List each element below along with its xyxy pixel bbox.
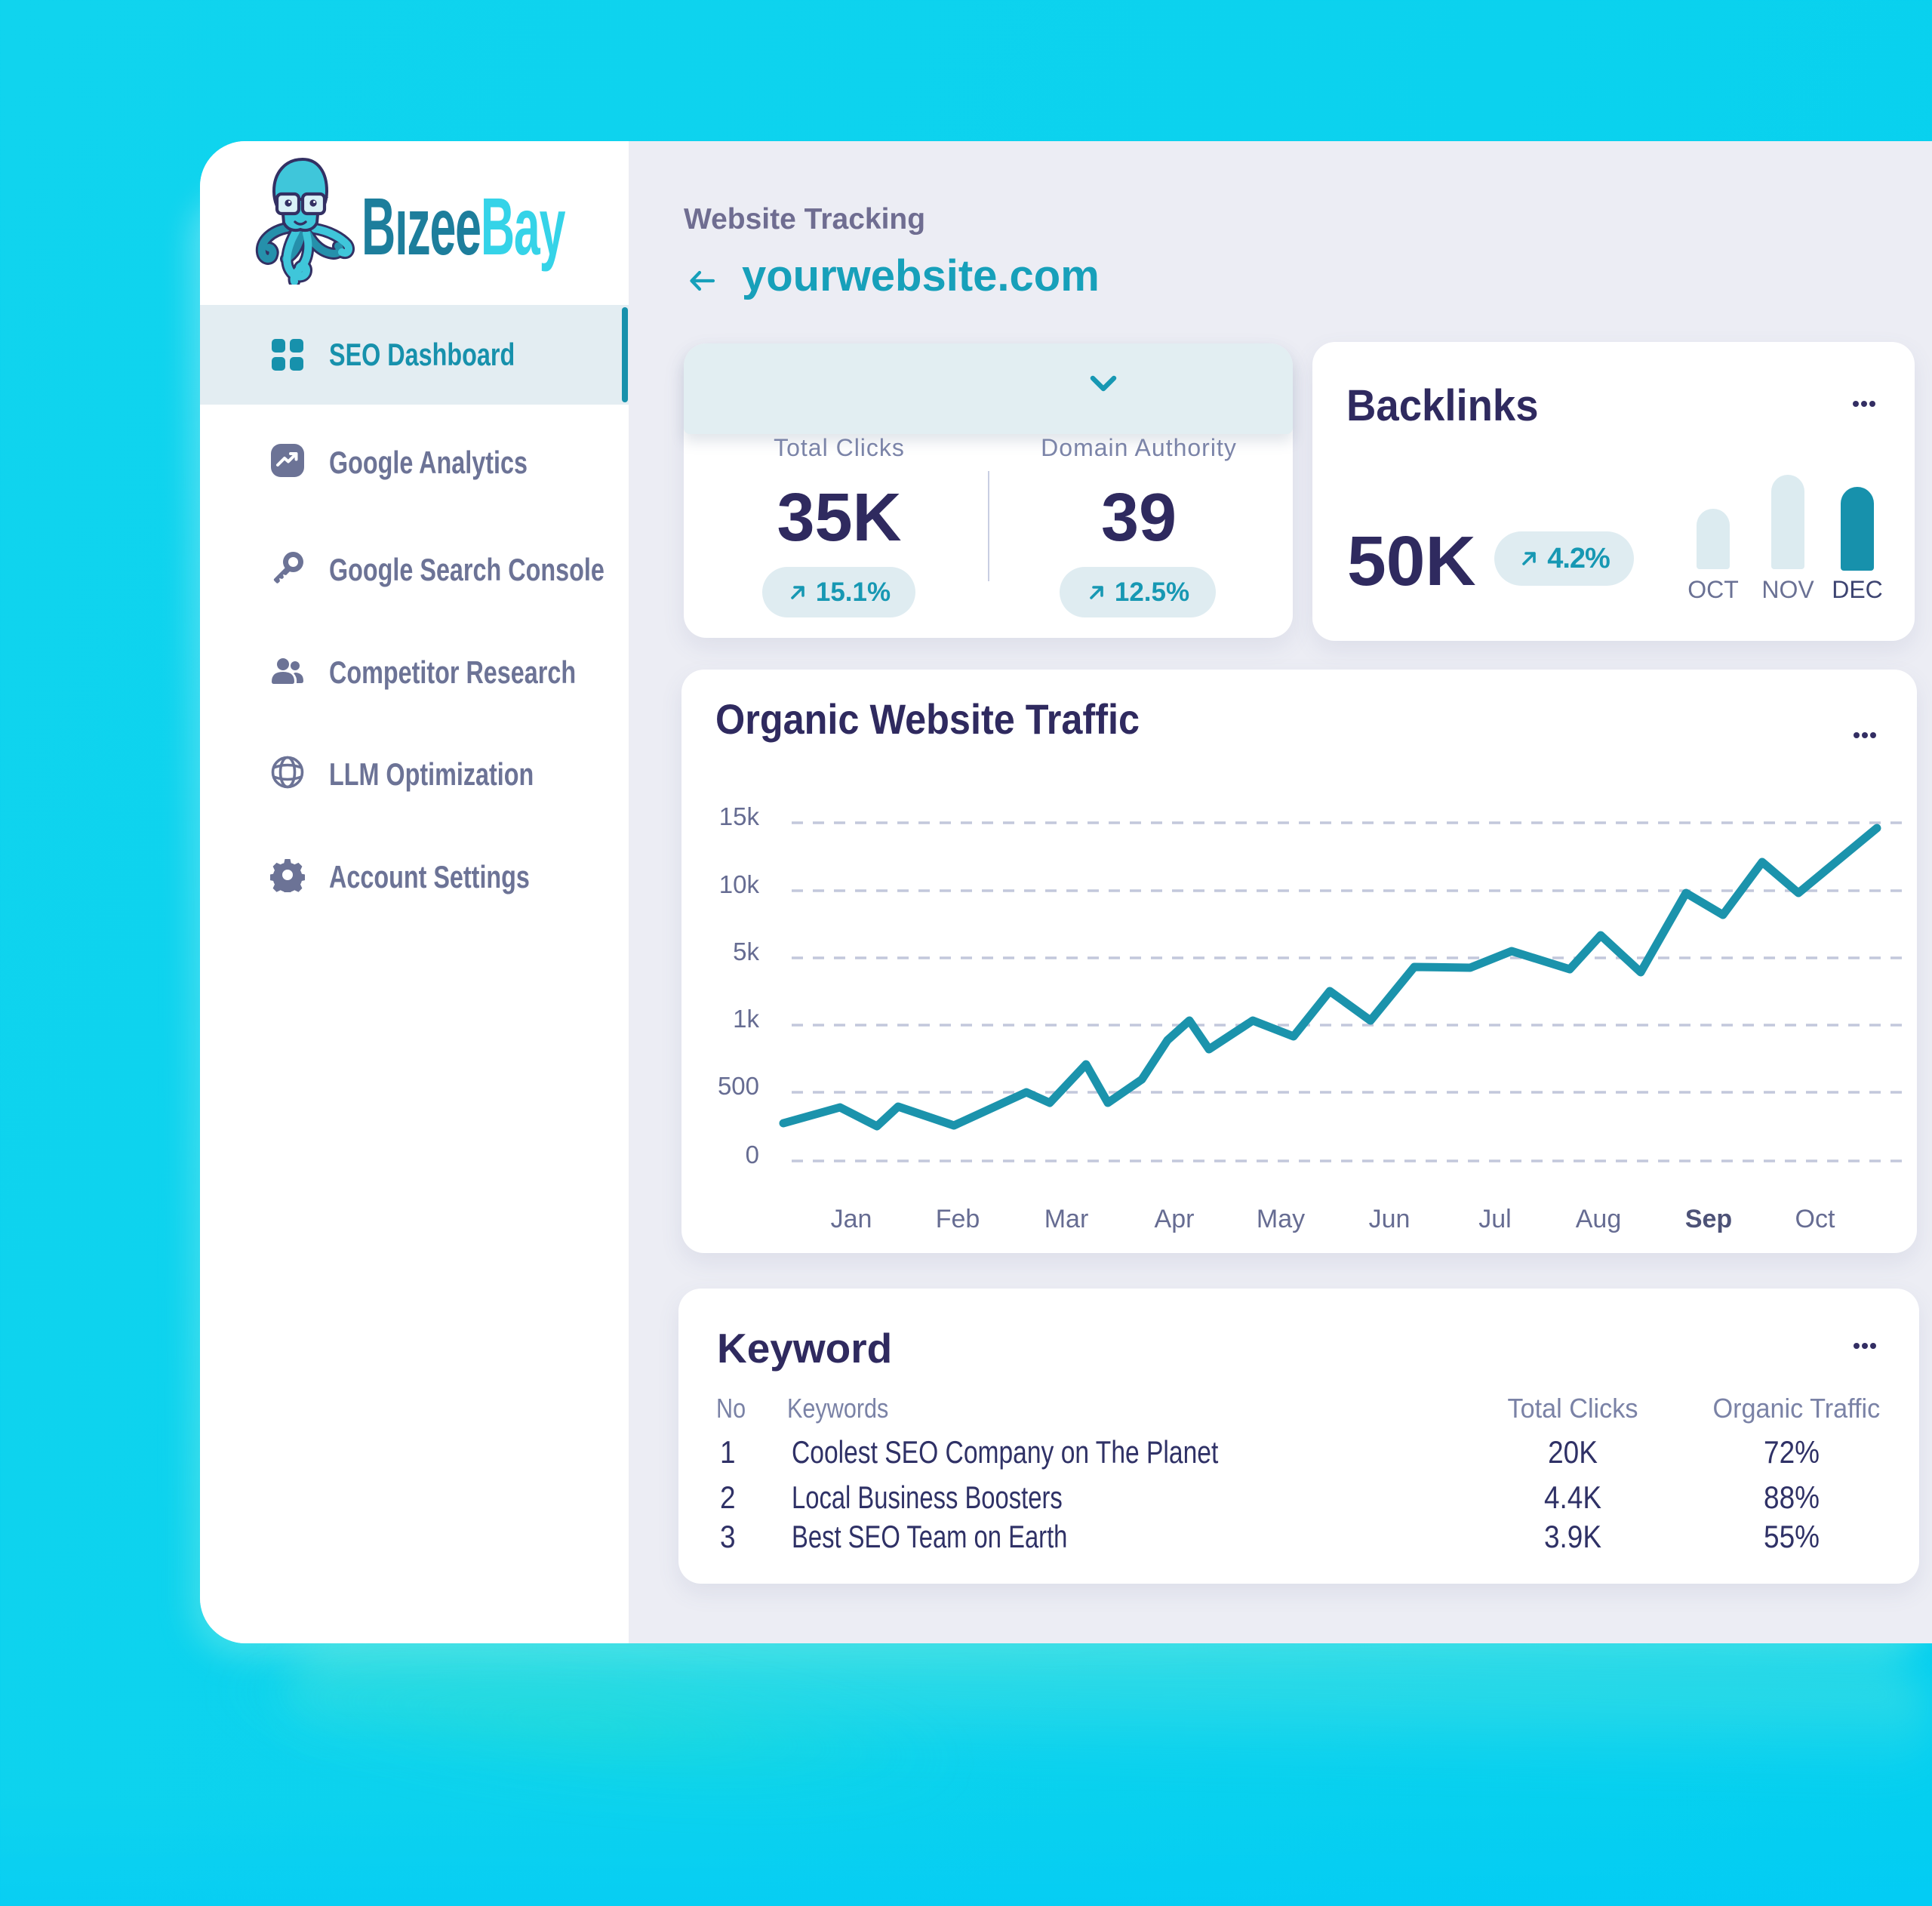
svg-text:Apr: Apr [1155, 1205, 1195, 1233]
svg-text:15k: 15k [719, 802, 760, 830]
svg-text:Jul: Jul [1478, 1205, 1511, 1233]
svg-text:May: May [1257, 1205, 1305, 1233]
svg-text:5k: 5k [733, 938, 759, 965]
svg-text:Feb: Feb [936, 1205, 980, 1233]
svg-text:Jun: Jun [1369, 1205, 1411, 1233]
svg-text:Aug: Aug [1576, 1205, 1622, 1233]
svg-text:Sep: Sep [1685, 1205, 1732, 1233]
svg-text:1k: 1k [733, 1005, 759, 1033]
svg-text:Jan: Jan [831, 1205, 872, 1233]
svg-text:Mar: Mar [1044, 1205, 1089, 1233]
svg-text:0: 0 [746, 1141, 759, 1169]
svg-text:500: 500 [718, 1072, 759, 1100]
svg-text:Oct: Oct [1795, 1205, 1835, 1233]
svg-text:10k: 10k [719, 870, 760, 898]
